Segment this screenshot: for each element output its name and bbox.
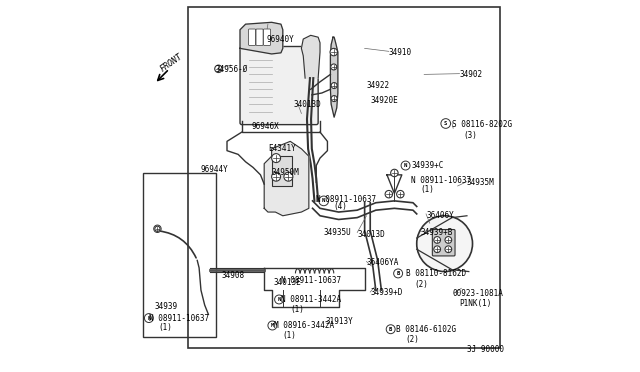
Circle shape xyxy=(215,65,222,73)
Circle shape xyxy=(401,161,410,170)
Polygon shape xyxy=(264,141,309,216)
Text: 3J 90000: 3J 90000 xyxy=(467,345,504,354)
Text: 34939: 34939 xyxy=(154,302,177,311)
Text: 34956-Ø: 34956-Ø xyxy=(216,64,248,73)
Circle shape xyxy=(284,172,293,181)
Text: M 08916-3442A: M 08916-3442A xyxy=(273,321,333,330)
Circle shape xyxy=(145,314,154,323)
Text: 31913Y: 31913Y xyxy=(326,317,353,326)
Circle shape xyxy=(445,237,452,243)
Text: 96940Y: 96940Y xyxy=(266,35,294,44)
Text: 34908: 34908 xyxy=(221,271,244,280)
Text: 34939+B: 34939+B xyxy=(420,228,453,237)
Text: (4): (4) xyxy=(333,202,347,211)
Circle shape xyxy=(434,246,440,253)
Circle shape xyxy=(330,48,337,56)
FancyBboxPatch shape xyxy=(271,156,292,186)
Circle shape xyxy=(331,83,337,89)
FancyBboxPatch shape xyxy=(433,230,455,256)
Text: N 08911-10637: N 08911-10637 xyxy=(316,195,376,203)
Text: (3): (3) xyxy=(463,131,477,140)
Circle shape xyxy=(434,237,440,243)
Text: N: N xyxy=(404,163,407,168)
Text: (1): (1) xyxy=(158,323,172,332)
FancyBboxPatch shape xyxy=(264,29,271,45)
Circle shape xyxy=(268,321,277,330)
Text: FRONT: FRONT xyxy=(158,52,184,74)
Text: 96944Y: 96944Y xyxy=(201,165,228,174)
Text: N: N xyxy=(278,297,281,302)
Text: E4341Y: E4341Y xyxy=(268,144,296,153)
Circle shape xyxy=(441,119,451,128)
Text: 34902: 34902 xyxy=(460,70,483,79)
Text: S 08116-8202G: S 08116-8202G xyxy=(452,120,512,129)
FancyBboxPatch shape xyxy=(256,29,263,45)
Polygon shape xyxy=(330,37,338,117)
Text: 34920E: 34920E xyxy=(370,96,398,105)
Text: (2): (2) xyxy=(415,280,429,289)
Text: M: M xyxy=(271,323,274,328)
Circle shape xyxy=(417,216,472,272)
Circle shape xyxy=(271,154,280,163)
Text: (1): (1) xyxy=(291,305,304,314)
Text: N 08911-10637: N 08911-10637 xyxy=(281,276,341,285)
Text: 34013E: 34013E xyxy=(273,278,301,287)
Bar xyxy=(188,7,500,348)
Circle shape xyxy=(385,190,392,198)
Text: B: B xyxy=(389,327,392,332)
Polygon shape xyxy=(240,22,283,54)
Circle shape xyxy=(275,295,284,304)
Text: P1NK(1): P1NK(1) xyxy=(460,299,492,308)
Text: 34013D: 34013D xyxy=(294,100,322,109)
Circle shape xyxy=(271,172,280,181)
Text: 34939+C: 34939+C xyxy=(411,161,444,170)
Text: B: B xyxy=(397,271,400,276)
Text: 34939+D: 34939+D xyxy=(370,288,403,296)
Circle shape xyxy=(390,169,398,177)
Circle shape xyxy=(331,96,337,102)
Text: B 08146-6102G: B 08146-6102G xyxy=(396,325,456,334)
Text: 34013D: 34013D xyxy=(357,230,385,239)
Text: 34910: 34910 xyxy=(389,48,412,57)
Text: (1): (1) xyxy=(283,331,297,340)
Text: 96946X: 96946X xyxy=(251,122,279,131)
Circle shape xyxy=(155,226,160,231)
Circle shape xyxy=(331,64,337,70)
Text: N: N xyxy=(322,198,325,203)
FancyBboxPatch shape xyxy=(240,46,318,125)
Circle shape xyxy=(397,190,404,198)
Bar xyxy=(143,173,216,337)
Text: B 08110-8162D: B 08110-8162D xyxy=(406,269,466,278)
Text: 34950M: 34950M xyxy=(271,169,300,177)
Circle shape xyxy=(386,325,395,334)
Text: 36406Y: 36406Y xyxy=(426,211,454,220)
Circle shape xyxy=(154,225,161,232)
FancyBboxPatch shape xyxy=(248,29,255,45)
Text: 34935M: 34935M xyxy=(467,178,495,187)
Text: N: N xyxy=(147,315,150,321)
Text: N 08911-10637: N 08911-10637 xyxy=(149,314,209,323)
Text: (2): (2) xyxy=(406,335,419,344)
Text: N 08911-3442A: N 08911-3442A xyxy=(281,295,341,304)
Text: 34935U: 34935U xyxy=(324,228,351,237)
Text: S: S xyxy=(444,121,447,126)
Text: 00923-1081A: 00923-1081A xyxy=(452,289,503,298)
Text: 36406YA: 36406YA xyxy=(367,258,399,267)
Text: N 08911-10637: N 08911-10637 xyxy=(411,176,471,185)
Circle shape xyxy=(319,196,328,206)
Circle shape xyxy=(394,269,403,278)
Circle shape xyxy=(445,246,452,253)
Polygon shape xyxy=(301,35,320,78)
Text: 34922: 34922 xyxy=(367,81,390,90)
Text: (1): (1) xyxy=(420,185,435,194)
